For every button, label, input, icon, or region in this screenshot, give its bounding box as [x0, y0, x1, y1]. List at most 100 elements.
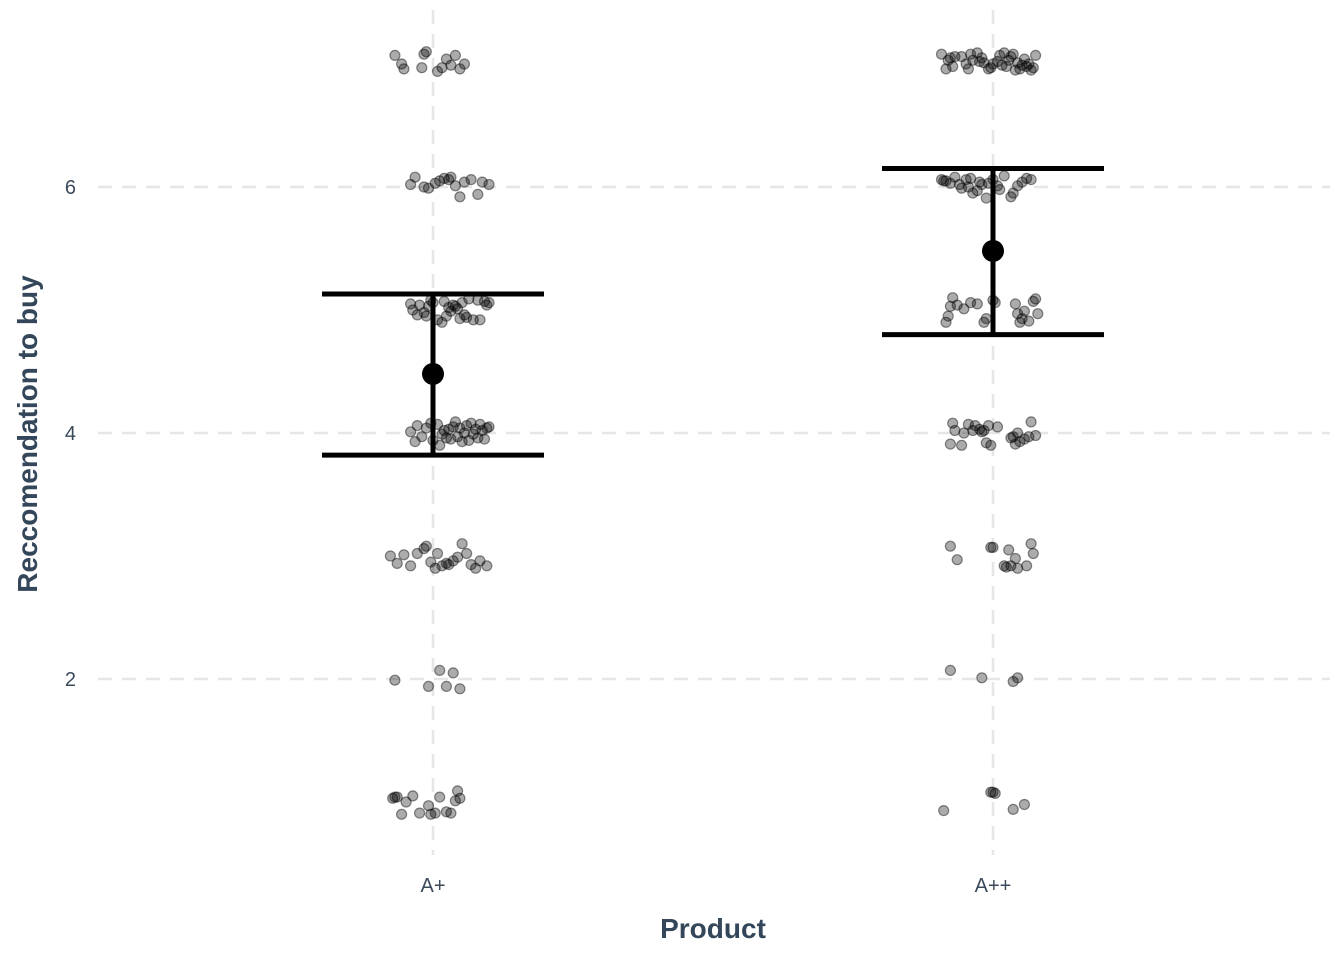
data-point: [978, 316, 990, 328]
data-point: [1014, 436, 1026, 448]
data-point: [1014, 316, 1026, 328]
data-point: [947, 292, 959, 304]
data-point: [407, 304, 419, 316]
data-point: [1005, 50, 1017, 63]
data-point: [447, 299, 459, 311]
data-point: [409, 171, 421, 183]
data-point: [431, 65, 444, 78]
data-point: [944, 52, 957, 64]
data-point: [940, 175, 952, 187]
data-point: [434, 175, 446, 187]
data-point: [938, 804, 950, 817]
data-point: [938, 175, 950, 187]
data-point: [443, 558, 455, 571]
data-point: [1009, 552, 1022, 565]
data-point: [431, 547, 444, 560]
data-point: [1029, 293, 1042, 305]
data-point: [947, 417, 959, 429]
data-point: [973, 176, 986, 188]
data-point: [398, 549, 410, 561]
data-point: [1018, 433, 1031, 445]
data-point: [449, 416, 461, 428]
data-point: [440, 806, 452, 818]
data-point: [985, 541, 997, 554]
data-point: [1023, 315, 1035, 327]
data-point: [958, 303, 970, 315]
data-point: [964, 48, 977, 60]
data-point: [420, 46, 432, 58]
x-tick-label: A++: [975, 875, 1012, 897]
data-point: [1011, 562, 1024, 574]
data-point: [454, 683, 466, 695]
data-point: [1016, 59, 1028, 71]
data-point: [474, 555, 486, 567]
data-point: [940, 63, 952, 75]
data-point: [951, 299, 963, 311]
data-point: [449, 180, 461, 192]
data-point: [985, 62, 997, 74]
data-point: [955, 182, 968, 194]
data-point: [436, 560, 448, 572]
data-point: [445, 807, 457, 819]
data-point: [467, 428, 479, 440]
data-point: [411, 420, 423, 432]
data-point: [411, 309, 423, 321]
data-point: [463, 434, 475, 446]
data-point: [436, 428, 448, 440]
data-point: [447, 555, 459, 567]
data-point: [389, 674, 401, 686]
data-point: [947, 60, 959, 73]
data-point: [434, 664, 446, 677]
data-point: [416, 62, 428, 74]
data-point: [452, 431, 464, 443]
data-point: [422, 680, 435, 693]
data-point: [1007, 187, 1019, 199]
data-point: [987, 58, 999, 70]
data-point: [443, 174, 455, 186]
data-point: [483, 421, 495, 433]
data-point: [418, 48, 430, 60]
data-point: [405, 298, 417, 310]
data-point: [458, 427, 470, 439]
data-point: [967, 54, 979, 66]
data-point: [461, 420, 473, 432]
data-point: [1020, 60, 1033, 73]
data-point: [472, 188, 484, 200]
data-point: [384, 550, 396, 562]
data-point: [1011, 308, 1024, 320]
data-point: [472, 432, 484, 444]
data-point: [985, 786, 997, 798]
data-point: [973, 55, 986, 68]
data-point: [411, 547, 423, 560]
data-point: [973, 423, 986, 435]
data-point: [953, 178, 966, 191]
data-point: [481, 299, 493, 311]
data-point: [400, 796, 412, 808]
data-point: [1029, 429, 1042, 442]
data-point: [474, 418, 486, 430]
data-point: [944, 438, 957, 450]
data-point: [989, 787, 1001, 800]
data-point: [396, 58, 408, 70]
data-point: [955, 50, 968, 63]
data-point: [458, 176, 470, 188]
data-point: [1032, 308, 1044, 320]
data-point: [944, 300, 957, 312]
data-point: [969, 420, 981, 432]
data-points: [384, 46, 1044, 820]
y-axis-title: Reccomendation to buy: [12, 275, 43, 593]
data-point: [443, 301, 455, 314]
data-point: [962, 181, 975, 193]
data-point: [1025, 416, 1037, 428]
x-tick-label: A+: [420, 875, 445, 897]
data-point: [935, 174, 948, 186]
data-point: [483, 178, 495, 191]
data-point: [456, 436, 468, 448]
data-point: [998, 170, 1010, 182]
data-point: [996, 59, 1008, 71]
data-point: [955, 439, 968, 451]
data-point: [409, 436, 421, 448]
data-point: [982, 63, 995, 75]
data-point: [422, 182, 435, 194]
data-point: [418, 306, 430, 319]
